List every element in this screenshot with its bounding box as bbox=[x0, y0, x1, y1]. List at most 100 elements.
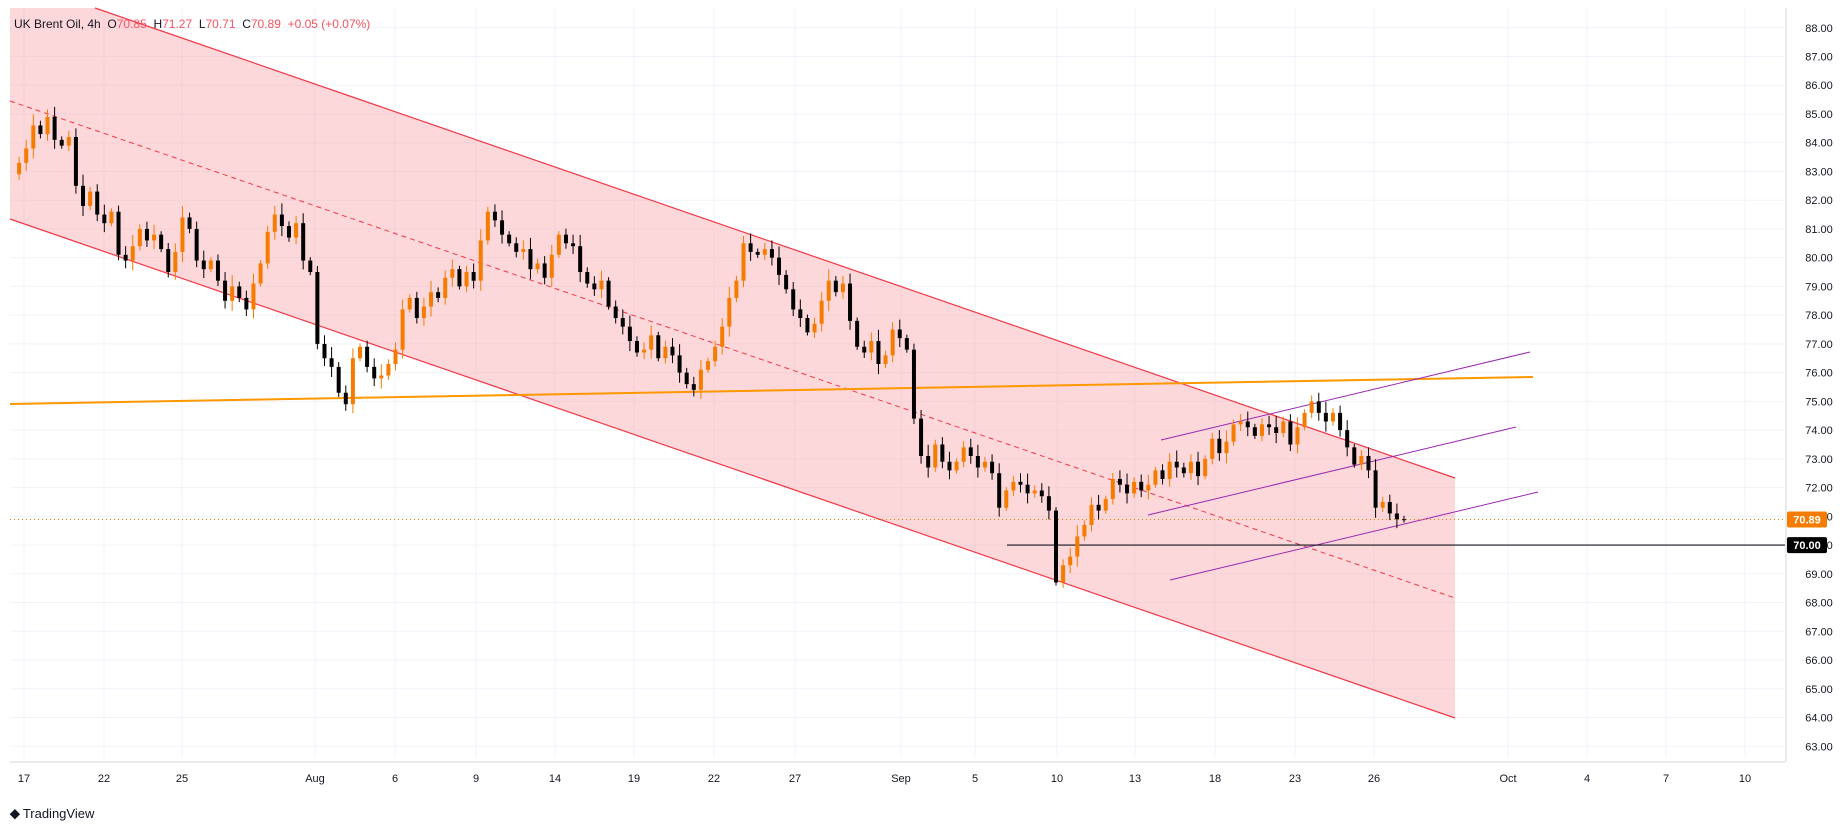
price-tick-label: 72.00 bbox=[1805, 483, 1833, 495]
candle-body bbox=[301, 223, 306, 261]
price-tick-label: 63.00 bbox=[1805, 741, 1833, 753]
candle-body bbox=[1004, 490, 1009, 508]
candle-body bbox=[329, 358, 334, 367]
candlestick-series bbox=[17, 106, 1406, 588]
legend-symbol[interactable]: UK Brent Oil bbox=[14, 17, 81, 31]
candle-body bbox=[1380, 501, 1385, 508]
candle-body bbox=[421, 306, 426, 319]
candle-body bbox=[500, 220, 505, 235]
legend-open-label: O bbox=[107, 17, 117, 31]
candle-body bbox=[1160, 470, 1165, 479]
candle-body bbox=[1082, 524, 1087, 537]
price-tick-label: 85.00 bbox=[1805, 109, 1833, 121]
purple-middle-line bbox=[1147, 426, 1517, 516]
candle-body bbox=[258, 263, 263, 284]
last-price-badge-bg bbox=[1787, 511, 1827, 528]
candle-body bbox=[457, 269, 462, 287]
candle-body bbox=[1338, 412, 1343, 431]
candle-body bbox=[933, 444, 938, 468]
time-tick-label: 19 bbox=[628, 773, 640, 785]
candle-body bbox=[1167, 461, 1172, 479]
candle-body bbox=[24, 148, 29, 163]
legend-close-value: 70.89 bbox=[250, 17, 281, 31]
candle-body bbox=[1075, 536, 1080, 557]
tradingview-logo[interactable]: ⬥ TradingView bbox=[10, 805, 94, 822]
candle-body bbox=[578, 246, 583, 273]
candle-body bbox=[862, 346, 867, 353]
candle-body bbox=[187, 217, 192, 229]
candle-body bbox=[73, 136, 78, 186]
candle-body bbox=[38, 125, 43, 135]
candle-body bbox=[698, 369, 703, 390]
candle-body bbox=[876, 341, 881, 365]
candle-body bbox=[507, 234, 512, 244]
candle-body bbox=[791, 289, 796, 310]
price-tick-label: 73.00 bbox=[1805, 454, 1833, 466]
candle-body bbox=[833, 280, 838, 293]
candle-body bbox=[1323, 412, 1328, 422]
candle-body bbox=[812, 323, 817, 333]
purple-upper-line bbox=[1160, 351, 1531, 441]
price-tick-label: 80.00 bbox=[1805, 253, 1833, 265]
time-tick-label: Aug bbox=[305, 773, 325, 785]
candle-body bbox=[1302, 412, 1307, 428]
candle-body bbox=[727, 297, 732, 327]
candle-body bbox=[471, 272, 476, 281]
candle-body bbox=[1352, 447, 1357, 465]
candle-body bbox=[919, 418, 924, 456]
candle-body bbox=[1139, 481, 1144, 491]
price-axis[interactable]: 63.00 64.00 65.00 66.00 67.00 68.00 69.00 70.00… bbox=[1785, 8, 1833, 762]
candle-body bbox=[1153, 470, 1158, 485]
legend-interval[interactable]: 4h bbox=[87, 17, 101, 31]
candle-body bbox=[649, 335, 654, 350]
candle-body bbox=[31, 125, 36, 149]
candle-body bbox=[436, 292, 441, 298]
candle-body bbox=[201, 260, 206, 270]
legend-close-label: C bbox=[242, 17, 251, 31]
candle-body bbox=[429, 292, 434, 307]
candle-body bbox=[855, 320, 860, 347]
candle-body bbox=[1373, 470, 1378, 508]
channel-median-line bbox=[9, 100, 1456, 599]
candle-body bbox=[1281, 421, 1286, 433]
candle-body bbox=[1245, 421, 1250, 428]
price-tick-label: 65.00 bbox=[1805, 684, 1833, 696]
chart-grid bbox=[10, 8, 1785, 758]
price-tick-label: 74.00 bbox=[1805, 425, 1833, 437]
candle-body bbox=[208, 260, 213, 270]
candle-body bbox=[634, 341, 639, 353]
candle-body bbox=[514, 243, 519, 252]
legend-high-value: 71.27 bbox=[162, 17, 193, 31]
price-tick-label: 64.00 bbox=[1805, 713, 1833, 725]
candle-body bbox=[1402, 519, 1406, 521]
candle-body bbox=[265, 231, 270, 264]
price-tick-label: 88.00 bbox=[1805, 23, 1833, 35]
candle-body bbox=[599, 280, 604, 290]
candle-body bbox=[713, 346, 718, 362]
candle-body bbox=[123, 254, 128, 261]
last-price-badge: 70.89 bbox=[1793, 514, 1821, 526]
candle-body bbox=[1210, 438, 1215, 459]
price-tick-label: 82.00 bbox=[1805, 195, 1833, 207]
candle-body bbox=[1330, 412, 1335, 422]
candle-body bbox=[1295, 427, 1300, 445]
candle-body bbox=[308, 260, 313, 273]
time-axis[interactable]: 17 22 25 Aug 6 9 14 19 22 27 Sep 5 10 13 18 23 26 Oct 4 7 10 bbox=[10, 761, 1785, 785]
price-tick-label: 87.00 bbox=[1805, 51, 1833, 63]
candle-body bbox=[741, 243, 746, 281]
candle-body bbox=[1125, 484, 1130, 494]
tradingview-logo-icon: ⬥ bbox=[10, 805, 20, 821]
candle-body bbox=[1110, 478, 1115, 500]
candle-body bbox=[144, 228, 149, 241]
candle-body bbox=[400, 309, 405, 350]
time-tick-label: 18 bbox=[1209, 773, 1221, 785]
candle-body bbox=[109, 211, 114, 224]
price-tick-label: 77.00 bbox=[1805, 339, 1833, 351]
candle-body bbox=[642, 349, 647, 353]
candle-body bbox=[975, 455, 980, 468]
candle-body bbox=[279, 214, 284, 227]
candle-body bbox=[116, 211, 121, 255]
candle-body bbox=[443, 277, 448, 298]
price-tick-label: 84.00 bbox=[1805, 138, 1833, 150]
